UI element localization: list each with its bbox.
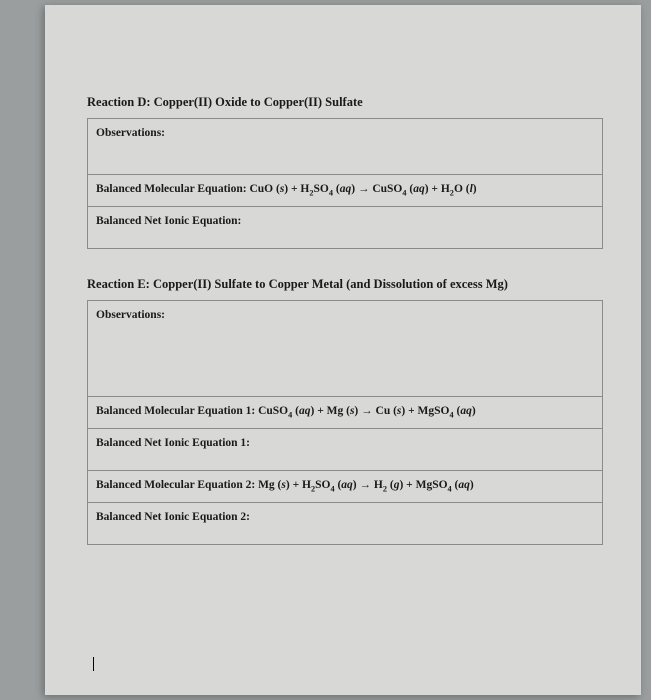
reaction-e-observations-cell: Observations: bbox=[88, 301, 603, 397]
net-ionic2-label: Balanced Net Ionic Equation 2: bbox=[96, 511, 250, 523]
net-ionic-label: Balanced Net Ionic Equation: bbox=[96, 215, 241, 227]
reaction-e-molecular-eq1-cell: Balanced Molecular Equation 1: CuSO4 (aq… bbox=[88, 397, 603, 429]
reaction-e-title: Reaction E: Copper(II) Sulfate to Copper… bbox=[87, 277, 603, 292]
reaction-d-table: Observations: Balanced Molecular Equatio… bbox=[87, 118, 603, 249]
worksheet-page: Reaction D: Copper(II) Oxide to Copper(I… bbox=[45, 5, 641, 695]
mol-eq2-label: Balanced Molecular Equation 2: bbox=[96, 479, 255, 491]
observations-label: Observations: bbox=[96, 127, 165, 139]
observations-label: Observations: bbox=[96, 309, 165, 321]
reaction-d-title: Reaction D: Copper(II) Oxide to Copper(I… bbox=[87, 95, 603, 110]
net-ionic1-label: Balanced Net Ionic Equation 1: bbox=[96, 437, 250, 449]
reaction-d-molecular-eq-cell: Balanced Molecular Equation: CuO (s) + H… bbox=[88, 175, 603, 207]
reaction-e-net-ionic1-cell: Balanced Net Ionic Equation 1: bbox=[88, 429, 603, 471]
mol-eq1-text: CuSO4 (aq) + Mg (s) → Cu (s) + MgSO4 (aq… bbox=[258, 405, 476, 417]
reaction-d-net-ionic-cell: Balanced Net Ionic Equation: bbox=[88, 207, 603, 249]
reaction-e-molecular-eq2-cell: Balanced Molecular Equation 2: Mg (s) + … bbox=[88, 471, 603, 503]
reaction-e-net-ionic2-cell: Balanced Net Ionic Equation 2: bbox=[88, 503, 603, 545]
mol-eq-text: CuO (s) + H2SO4 (aq) → CuSO4 (aq) + H2O … bbox=[249, 183, 476, 195]
reaction-d-observations-cell: Observations: bbox=[88, 119, 603, 175]
mol-eq2-text: Mg (s) + H2SO4 (aq) → H2 (g) + MgSO4 (aq… bbox=[258, 479, 474, 491]
mol-eq1-label: Balanced Molecular Equation 1: bbox=[96, 405, 255, 417]
reaction-e-table: Observations: Balanced Molecular Equatio… bbox=[87, 300, 603, 545]
text-cursor bbox=[93, 657, 94, 671]
mol-eq-label: Balanced Molecular Equation: bbox=[96, 183, 247, 195]
